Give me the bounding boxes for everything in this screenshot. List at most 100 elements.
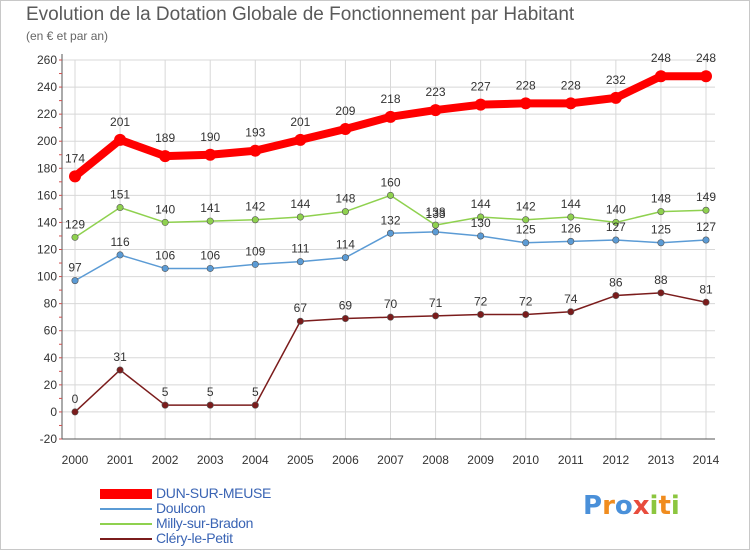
data-label-doulcon: 130 <box>471 216 491 230</box>
data-label-dun: 209 <box>335 104 355 118</box>
point-milly <box>522 216 530 224</box>
x-tick-label: 2001 <box>107 453 134 467</box>
point-clery <box>657 289 665 297</box>
data-label-clery: 72 <box>474 294 488 308</box>
point-clery <box>612 292 620 300</box>
legend-swatch-doulcon <box>100 508 152 510</box>
data-label-doulcon: 116 <box>111 235 130 249</box>
point-clery <box>567 308 575 316</box>
logo-letter: P <box>583 491 603 521</box>
legend-swatch-dun <box>100 489 152 499</box>
data-label-doulcon: 127 <box>606 220 626 234</box>
axis-layer: -20 0 20 40 60 80 100 120 140 160 180 200 220 240 260 2… <box>37 53 720 467</box>
y-tick-label: 40 <box>44 351 58 365</box>
data-label-clery: 72 <box>519 294 533 308</box>
point-dun <box>474 98 487 111</box>
data-label-dun: 190 <box>200 130 220 144</box>
logo-letter: r <box>602 491 615 521</box>
data-label-clery: 31 <box>113 350 127 364</box>
legend-label-doulcon: Doulcon <box>156 500 206 516</box>
y-tick-label: 20 <box>44 378 58 392</box>
data-label-doulcon: 125 <box>516 223 536 237</box>
point-clery <box>477 310 485 318</box>
point-milly <box>206 217 214 225</box>
x-tick-label: 2003 <box>197 453 224 467</box>
y-tick-label: 60 <box>44 324 58 338</box>
point-milly <box>116 204 124 212</box>
x-tick-label: 2006 <box>332 453 359 467</box>
data-label-clery: 74 <box>564 292 578 306</box>
point-dun <box>249 144 262 157</box>
y-tick-label: 260 <box>37 53 57 67</box>
data-label-milly: 144 <box>561 197 581 211</box>
data-label-doulcon: 133 <box>426 207 446 221</box>
point-clery <box>432 312 440 320</box>
data-label-milly: 140 <box>606 202 626 216</box>
x-tick-label: 2012 <box>603 453 630 467</box>
y-tick-label: 200 <box>37 134 57 148</box>
point-dun <box>204 148 217 161</box>
point-milly <box>341 208 349 216</box>
logo-letter: o <box>614 491 633 521</box>
data-label-doulcon: 109 <box>245 244 265 258</box>
data-label-clery: 86 <box>609 276 623 290</box>
data-label-dun: 189 <box>155 131 175 145</box>
data-label-clery: 71 <box>429 296 443 310</box>
series-layer <box>69 70 712 416</box>
point-milly <box>296 213 304 221</box>
data-label-doulcon: 106 <box>200 248 220 262</box>
chart-subtitle: (en € et par an) <box>26 29 109 43</box>
data-label-doulcon: 127 <box>696 220 716 234</box>
data-label-dun: 218 <box>380 92 400 106</box>
logo-letter: x <box>632 491 650 521</box>
x-tick-label: 2010 <box>512 453 539 467</box>
point-doulcon <box>657 239 665 247</box>
point-clery <box>206 401 214 409</box>
x-tick-label: 2014 <box>693 453 720 467</box>
point-clery <box>341 315 349 323</box>
point-clery <box>161 401 169 409</box>
logo-letter: t <box>658 491 671 521</box>
point-clery <box>116 366 124 374</box>
point-milly <box>702 206 710 214</box>
point-doulcon <box>522 239 530 247</box>
data-label-doulcon: 114 <box>336 238 355 252</box>
point-dun <box>654 70 667 83</box>
point-clery <box>702 298 710 306</box>
data-label-clery: 67 <box>294 301 308 315</box>
data-label-dun: 201 <box>290 115 310 129</box>
data-label-layer: 174 201 189 190 193 201 209 218 223 227 228 228 232 2… <box>65 51 716 406</box>
x-tick-label: 2002 <box>152 453 179 467</box>
data-label-milly: 142 <box>245 200 265 214</box>
data-label-milly: 129 <box>65 217 85 231</box>
x-tick-label: 2009 <box>467 453 494 467</box>
point-dun <box>429 104 442 117</box>
point-milly <box>161 218 169 226</box>
point-doulcon <box>477 232 485 240</box>
point-dun <box>519 97 532 110</box>
x-tick-label: 2005 <box>287 453 314 467</box>
data-label-milly: 144 <box>471 197 491 211</box>
point-dun <box>294 133 307 146</box>
logo-letter: i <box>649 491 659 521</box>
y-tick-label: 220 <box>37 107 57 121</box>
point-doulcon <box>161 264 169 272</box>
data-label-doulcon: 126 <box>561 221 581 235</box>
point-dun <box>339 123 352 136</box>
data-label-doulcon: 125 <box>651 223 671 237</box>
data-label-clery: 5 <box>252 385 259 399</box>
data-label-dun: 223 <box>426 85 446 99</box>
data-label-clery: 0 <box>72 392 79 406</box>
legend-label-clery: Cléry-le-Petit <box>156 530 233 546</box>
y-tick-label: 160 <box>37 188 57 202</box>
legend-label-dun: DUN-SUR-MEUSE <box>156 485 272 501</box>
data-label-milly: 151 <box>110 188 130 202</box>
point-milly <box>251 216 259 224</box>
point-clery <box>522 310 530 318</box>
legend-label-milly: Milly-sur-Bradon <box>156 515 254 531</box>
data-label-milly: 148 <box>651 192 671 206</box>
data-label-milly: 160 <box>380 175 400 189</box>
point-doulcon <box>71 277 79 285</box>
data-label-doulcon: 106 <box>155 248 175 262</box>
